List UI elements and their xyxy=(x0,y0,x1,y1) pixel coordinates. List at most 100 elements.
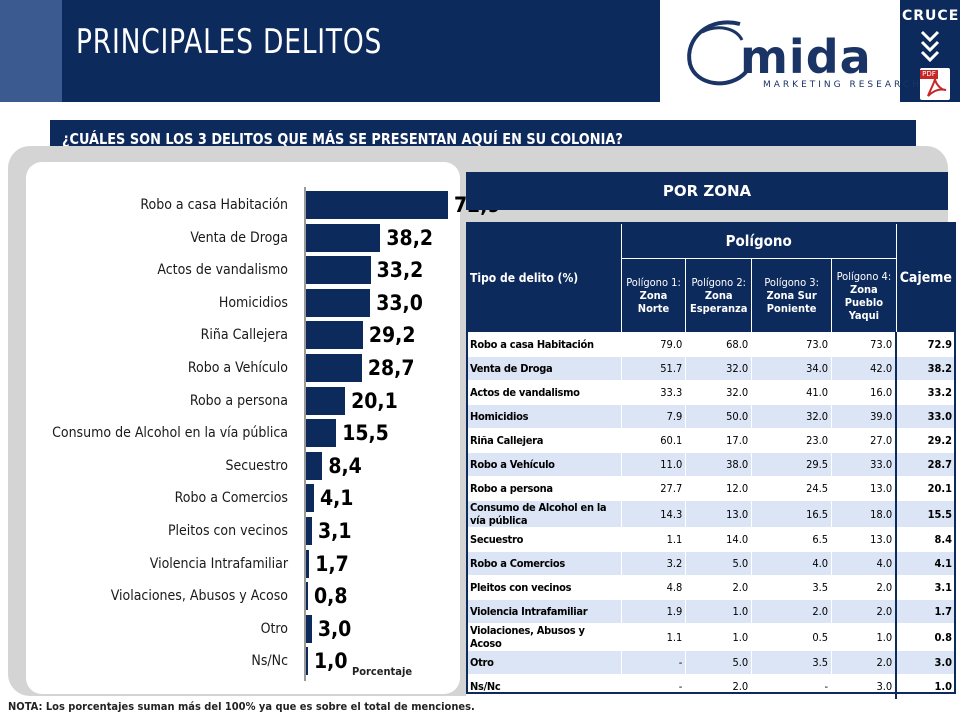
bar-value-label: 38,2 xyxy=(386,225,434,250)
row-value: 42.0 xyxy=(831,356,897,381)
row-value: - xyxy=(620,650,687,675)
row-value: 34.0 xyxy=(751,356,833,381)
bar xyxy=(306,354,362,382)
bar-value-label: 20,1 xyxy=(351,388,398,413)
row-value: 29.5 xyxy=(751,452,833,477)
bar xyxy=(306,223,381,252)
row-name: Ns/Nc xyxy=(466,674,622,699)
table-row: Homicidios 7.9 50.0 32.0 39.0 33.0 xyxy=(466,404,957,429)
row-value: 16.5 xyxy=(751,500,833,528)
row-value: 41.0 xyxy=(751,380,833,405)
row-value: - xyxy=(620,674,687,699)
row-value: 2.0 xyxy=(831,599,897,624)
row-value: 1.0 xyxy=(685,599,753,624)
cajeme-header: Cajeme xyxy=(895,222,957,333)
row-value: 4.0 xyxy=(751,551,833,576)
bar-value-label: 29,2 xyxy=(368,323,416,348)
bar-value-label: 15,5 xyxy=(342,421,389,446)
row-name: Violaciones, Abusos y Acoso xyxy=(466,623,622,651)
poligono-column-header: Polígono 1: Zona Norte xyxy=(620,258,687,333)
row-value: 1.1 xyxy=(620,527,687,552)
table-row: Venta de Droga 51.7 32.0 34.0 42.0 38.2 xyxy=(466,356,957,381)
row-value: 2.0 xyxy=(751,599,833,624)
row-cajeme: 8.4 xyxy=(895,527,957,552)
row-value: 2.0 xyxy=(685,575,753,600)
bar-value-label: 0,8 xyxy=(314,584,348,609)
bar xyxy=(306,582,308,611)
row-value: 12.0 xyxy=(685,476,753,501)
table-row: Otro -5.0 3.5 2.0 3.0 xyxy=(466,650,957,675)
bar-label: Robo a casa Habitación xyxy=(140,197,288,213)
bar-value-label: 33,0 xyxy=(376,290,423,315)
row-value: - xyxy=(751,674,833,699)
table-row: Robo a casa Habitación 79.0 68.0 73.0 73.0 72… xyxy=(466,332,957,357)
zona-table: Tipo de delito (%) Polígono Cajeme Políg… xyxy=(466,222,957,699)
row-value: 3.5 xyxy=(751,575,833,600)
cruces-link[interactable]: CRUCES xyxy=(902,8,960,24)
bar-value-label: 33,2 xyxy=(376,258,424,283)
pdf-icon[interactable]: PDF xyxy=(920,68,950,100)
bar-value-label: 1,7 xyxy=(315,551,349,576)
row-value: 1.9 xyxy=(620,599,687,624)
row-value: 1.0 xyxy=(685,623,753,651)
table-row: Robo a Comercios 3.2 5.0 4.0 4.0 4.1 xyxy=(466,551,957,576)
row-value: 18.0 xyxy=(831,500,897,528)
bar xyxy=(306,386,346,415)
row-cajeme: 29.2 xyxy=(895,428,957,453)
row-value: 4.8 xyxy=(620,575,687,600)
row-value: 13.0 xyxy=(831,527,897,552)
row-cajeme: 38.2 xyxy=(895,356,957,381)
table-row: Pleitos con vecinos 4.8 2.0 3.5 2.0 3.1 xyxy=(466,575,957,600)
bar-label: Secuestro xyxy=(225,457,288,474)
tipo-delito-header: Tipo de delito (%) xyxy=(466,222,622,333)
row-value: 60.1 xyxy=(620,428,687,453)
row-value: 4.0 xyxy=(831,551,897,576)
row-value: 3.0 xyxy=(831,674,897,699)
logo-background xyxy=(660,0,900,102)
row-value: 7.9 xyxy=(620,404,687,429)
row-cajeme: 4.1 xyxy=(895,551,957,576)
bar xyxy=(306,614,312,643)
row-value: 13.0 xyxy=(685,500,753,528)
row-value: 73.0 xyxy=(751,332,833,357)
row-value: 3.5 xyxy=(751,650,833,675)
bar-label: Robo a Comercios xyxy=(174,490,288,507)
bar-label: Ns/Nc xyxy=(251,653,288,670)
row-value: 16.0 xyxy=(831,380,897,405)
table-row: Violencia Intrafamiliar 1.9 1.0 2.0 2.0 1.7 xyxy=(466,599,957,624)
chart-xlabel: Porcentaje xyxy=(352,665,413,678)
row-name: Pleitos con vecinos xyxy=(466,575,622,600)
row-value: 51.7 xyxy=(620,356,687,381)
bar xyxy=(306,451,323,480)
row-value: 14.3 xyxy=(620,500,687,528)
por-zona-header: POR ZONA xyxy=(466,172,948,210)
row-name: Secuestro xyxy=(466,527,622,552)
table-row: Robo a persona 27.7 12.0 24.5 13.0 20.1 xyxy=(466,476,957,501)
chart-background xyxy=(26,162,460,694)
row-value: 32.0 xyxy=(751,404,833,429)
row-cajeme: 15.5 xyxy=(895,500,957,528)
table-row: Actos de vandalismo 33.3 32.0 41.0 16.0 33.2 xyxy=(466,380,957,405)
row-value: 2.0 xyxy=(831,575,897,600)
question-text: ¿CUÁLES SON LOS 3 DELITOS QUE MÁS SE PRE… xyxy=(62,130,623,148)
row-value: 1.1 xyxy=(620,623,687,651)
bar xyxy=(306,191,448,219)
row-cajeme: 72.9 xyxy=(895,332,957,357)
row-value: 32.0 xyxy=(685,380,753,405)
bar xyxy=(306,549,310,578)
bar-value-label: 4,1 xyxy=(319,486,354,511)
bar-label: Otro xyxy=(260,620,288,637)
row-name: Venta de Droga xyxy=(466,356,622,381)
bar xyxy=(306,517,313,545)
row-value: 27.7 xyxy=(620,476,687,501)
bar xyxy=(306,419,337,448)
bar-label: Consumo de Alcohol en la vía pública xyxy=(52,425,288,442)
row-value: 2.0 xyxy=(831,650,897,675)
poligono-header: Polígono xyxy=(620,222,897,259)
row-cajeme: 33.2 xyxy=(895,380,957,405)
row-value: 38.0 xyxy=(685,452,753,477)
bar-label: Riña Callejera xyxy=(200,327,288,344)
row-value: 1.0 xyxy=(831,623,897,651)
chevron-down-icon[interactable] xyxy=(920,30,940,64)
row-name: Otro xyxy=(466,650,622,675)
